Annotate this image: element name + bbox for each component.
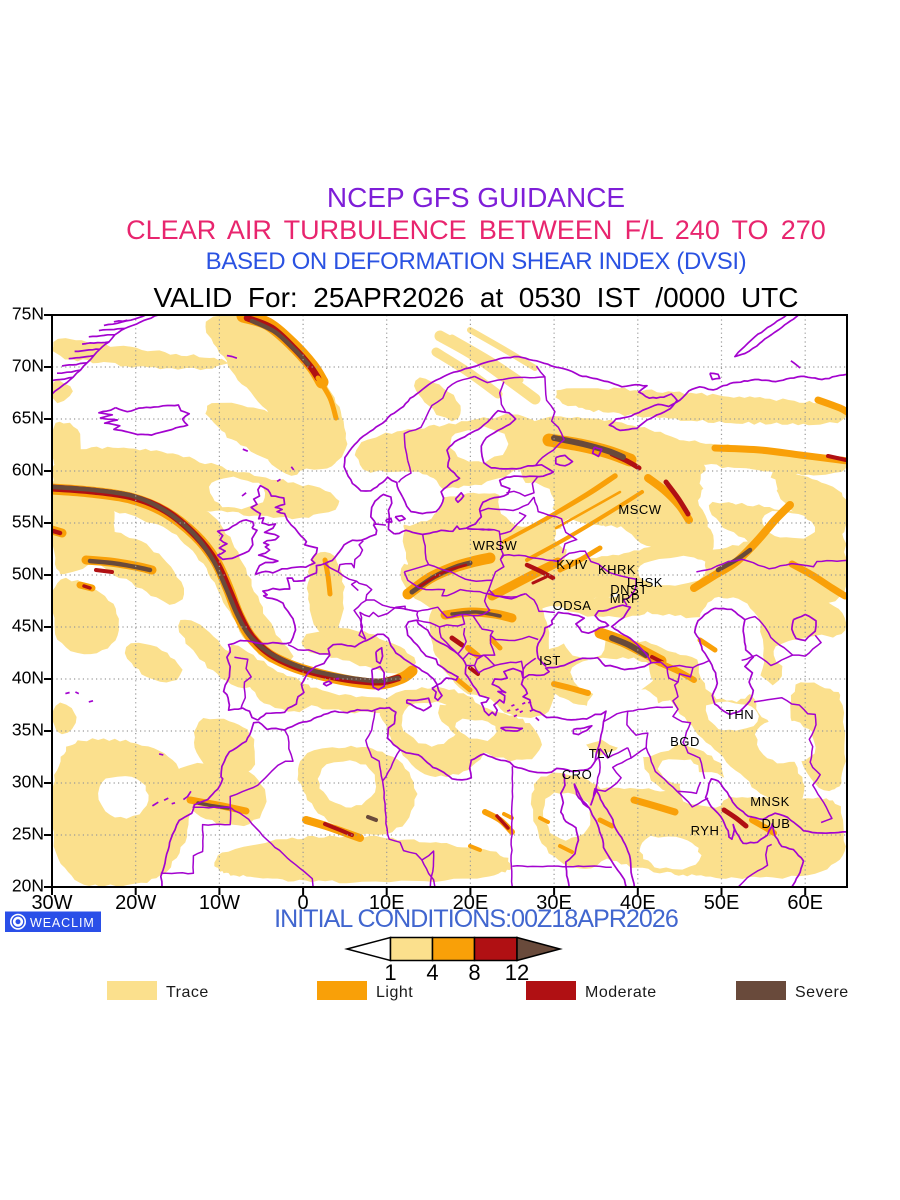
svg-text:ODSA: ODSA [553, 598, 592, 613]
svg-text:WEACLIM: WEACLIM [30, 916, 95, 930]
svg-text:35N: 35N [12, 720, 44, 740]
svg-text:60N: 60N [12, 460, 44, 480]
svg-text:30N: 30N [12, 772, 44, 792]
svg-text:DNST: DNST [610, 582, 647, 597]
svg-text:MSCW: MSCW [618, 502, 661, 517]
svg-text:10W: 10W [199, 892, 240, 914]
svg-text:WRSW: WRSW [473, 538, 518, 553]
svg-text:45N: 45N [12, 616, 44, 636]
svg-text:8: 8 [468, 960, 480, 985]
svg-text:MNSK: MNSK [750, 794, 790, 809]
svg-text:MRP: MRP [610, 591, 640, 606]
svg-text:4: 4 [426, 960, 438, 985]
svg-text:20W: 20W [115, 892, 156, 914]
svg-text:CRO: CRO [562, 767, 592, 782]
svg-text:KYIV: KYIV [556, 557, 588, 572]
svg-text:1: 1 [384, 960, 396, 985]
svg-text:0: 0 [298, 892, 309, 914]
svg-text:20N: 20N [12, 876, 44, 896]
svg-text:THN: THN [726, 707, 754, 722]
svg-text:25N: 25N [12, 824, 44, 844]
svg-text:RYH: RYH [691, 823, 720, 838]
svg-text:60E: 60E [787, 892, 823, 914]
svg-text:IST: IST [539, 653, 561, 668]
svg-text:70N: 70N [12, 356, 44, 376]
svg-text:65N: 65N [12, 408, 44, 428]
svg-text:Moderate: Moderate [585, 984, 657, 1001]
svg-text:BGD: BGD [670, 734, 700, 749]
svg-text:12: 12 [505, 960, 529, 985]
svg-text:KHRK: KHRK [598, 562, 636, 577]
svg-text:75N: 75N [12, 304, 44, 324]
svg-text:20E: 20E [453, 892, 489, 914]
svg-text:50N: 50N [12, 564, 44, 584]
svg-text:Light: Light [376, 984, 413, 1001]
svg-text:55N: 55N [12, 512, 44, 532]
svg-text:40N: 40N [12, 668, 44, 688]
svg-text:30E: 30E [536, 892, 572, 914]
svg-text:30W: 30W [31, 892, 72, 914]
svg-text:40E: 40E [620, 892, 656, 914]
svg-text:TLV: TLV [589, 746, 613, 761]
svg-text:50E: 50E [704, 892, 740, 914]
svg-text:10E: 10E [369, 892, 405, 914]
svg-text:LHSK: LHSK [627, 575, 663, 590]
svg-text:Severe: Severe [795, 984, 849, 1001]
svg-text:DUB: DUB [762, 816, 791, 831]
svg-text:Trace: Trace [166, 984, 209, 1001]
